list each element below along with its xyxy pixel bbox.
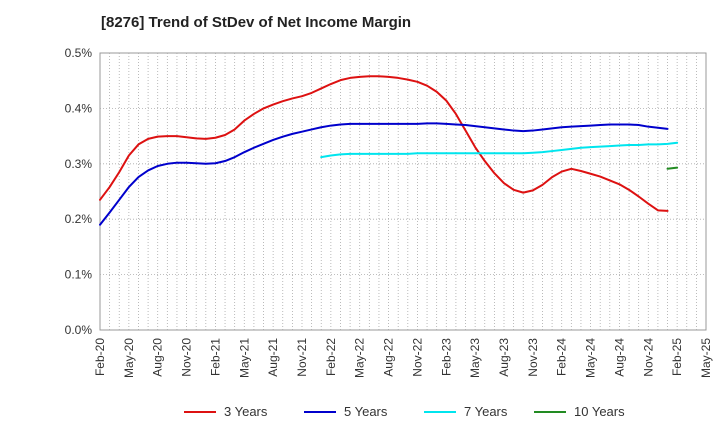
legend-swatch xyxy=(534,410,566,413)
x-tick-label: Nov-24 xyxy=(641,338,655,377)
x-tick-label: Aug-20 xyxy=(151,338,165,377)
legend-item: 5 Years xyxy=(304,404,387,419)
x-tick-label: Aug-24 xyxy=(612,338,626,377)
y-tick-label: 0.2% xyxy=(65,212,93,226)
x-tick-label: Feb-23 xyxy=(439,338,453,376)
chart-title: [8276] Trend of StDev of Net Income Marg… xyxy=(101,14,412,31)
horizontal-gridlines xyxy=(100,108,706,276)
legend-item: 10 Years xyxy=(534,404,625,419)
x-tick-label: May-21 xyxy=(237,338,251,378)
x-tick-label: May-23 xyxy=(468,338,482,378)
x-tick-label: May-22 xyxy=(353,338,367,378)
x-tick-label: Feb-24 xyxy=(555,338,569,376)
series-line-10-years xyxy=(666,166,679,170)
series-line-7-years xyxy=(320,141,679,159)
legend-label: 5 Years xyxy=(344,404,388,419)
series-line-5-years xyxy=(99,122,669,226)
plot-frame xyxy=(99,52,707,331)
x-tick-label: Nov-23 xyxy=(526,338,540,377)
y-tick-label: 0.4% xyxy=(65,101,93,115)
legend-label: 10 Years xyxy=(574,404,625,419)
legend-item: 7 Years xyxy=(424,404,507,419)
x-tick-label: Aug-22 xyxy=(382,338,396,377)
legend-swatch xyxy=(304,410,336,413)
y-tick-label: 0.5% xyxy=(65,46,93,60)
chart-legend: 3 Years 5 Years 7 Years 10 Years xyxy=(0,404,720,426)
x-tick-label: Feb-22 xyxy=(324,338,338,376)
x-tick-label: Aug-21 xyxy=(266,338,280,377)
legend-label: 3 Years xyxy=(224,404,268,419)
x-tick-label: May-20 xyxy=(122,338,136,378)
legend-swatch xyxy=(424,410,456,413)
x-tick-label: May-24 xyxy=(584,338,598,378)
series-line-3-years xyxy=(99,75,669,212)
plot-area xyxy=(99,52,707,331)
y-tick-label: 0.3% xyxy=(65,157,93,171)
x-axis-tick-labels: Feb-20 May-20 Aug-20 Nov-20 Feb-21 May-21 Aug-… xyxy=(93,338,713,378)
legend-label: 7 Years xyxy=(464,404,508,419)
legend-item: 3 Years xyxy=(184,404,267,419)
x-tick-label: Feb-25 xyxy=(670,338,684,376)
x-tick-label: Nov-21 xyxy=(295,338,309,377)
x-tick-label: Feb-21 xyxy=(208,338,222,376)
y-axis-tick-labels: 0.0% 0.1% 0.2% 0.3% 0.4% 0.5% xyxy=(65,46,93,337)
x-tick-label: May-25 xyxy=(699,338,713,378)
x-tick-label: Aug-23 xyxy=(497,338,511,377)
x-tick-label: Nov-20 xyxy=(180,338,194,377)
x-tick-label: Feb-20 xyxy=(93,338,107,376)
legend-swatch xyxy=(184,410,216,413)
x-tick-label: Nov-22 xyxy=(410,338,424,377)
y-tick-label: 0.0% xyxy=(65,323,93,337)
vertical-gridlines xyxy=(109,53,697,330)
y-tick-label: 0.1% xyxy=(65,268,93,282)
series-lines xyxy=(99,75,679,226)
